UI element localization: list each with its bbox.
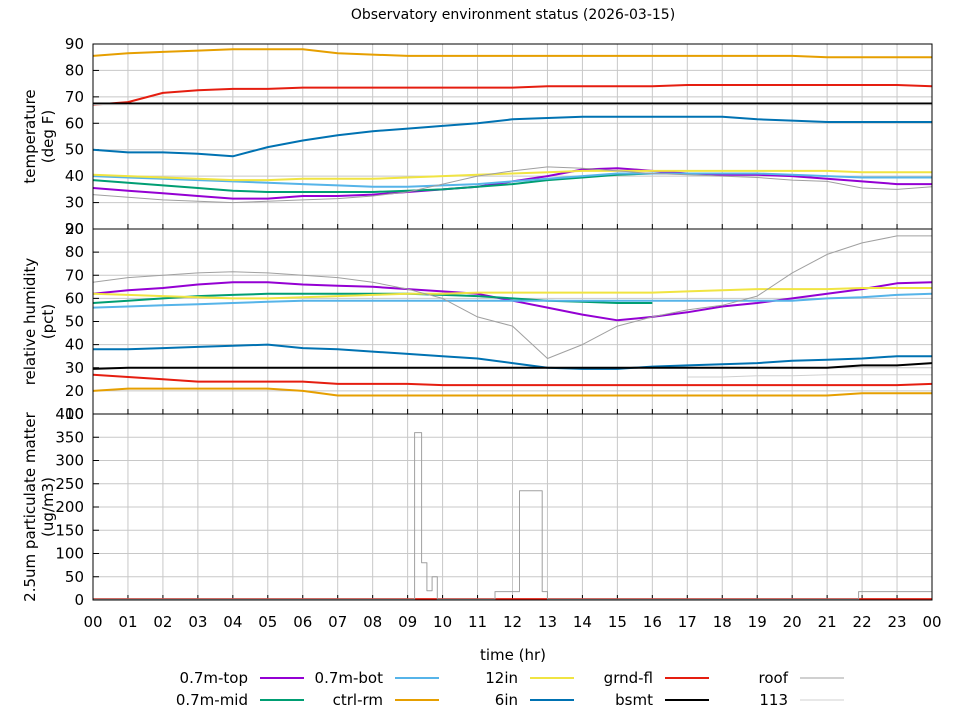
y-tick-label: 90: [65, 220, 84, 238]
x-tick-label: 05: [258, 613, 277, 631]
series-line-bsmt: [93, 362, 932, 370]
series-line-0.7m-mid: [93, 172, 653, 193]
x-tick-label: 07: [328, 613, 347, 631]
series-line-6in: [93, 115, 932, 158]
series-line-grnd-fl: [93, 373, 932, 387]
legend-label: 0.7m-mid: [176, 691, 248, 709]
series-line-113: [687, 374, 932, 378]
y-tick-label: 90: [65, 35, 84, 53]
legend-label: grnd-fl: [604, 669, 653, 687]
legend-label: 6in: [495, 691, 518, 709]
panel-0: 20 30 40 50 60 70 80 90 temperature (deg F): [21, 35, 933, 238]
y-axis-label: (ug/m3): [39, 477, 57, 537]
y-tick-label: 200: [55, 498, 84, 516]
x-tick-label: 22: [853, 613, 872, 631]
x-tick-label: 10: [433, 613, 452, 631]
y-axis-label: 2.5um particulate matter: [21, 411, 39, 601]
y-tick-label: 50: [65, 141, 84, 159]
panel-1: 10 20 30 40 50 60 70 80 90 relative humidity (pct): [21, 220, 933, 423]
legend-label: ctrl-rm: [333, 691, 383, 709]
y-tick-label: 40: [65, 336, 84, 354]
series-line-0.7m-bot: [93, 172, 932, 188]
y-axis-label: temperature: [21, 89, 39, 183]
legend-label: roof: [759, 669, 789, 687]
y-tick-label: 50: [65, 568, 84, 586]
legend-label: 0.7m-top: [180, 669, 248, 687]
y-tick-label: 50: [65, 313, 84, 331]
x-tick-label: 17: [678, 613, 697, 631]
x-tick-label: 04: [223, 613, 242, 631]
y-tick-label: 40: [65, 167, 84, 185]
series-line-6in: [93, 343, 932, 370]
y-tick-label: 30: [65, 359, 84, 377]
x-tick-label: 19: [748, 613, 767, 631]
x-tick-label: 18: [713, 613, 732, 631]
y-tick-label: 250: [55, 475, 84, 493]
x-tick-label: 12: [503, 613, 522, 631]
series-line-ctrl-rm: [93, 387, 932, 397]
y-tick-label: 80: [65, 243, 84, 261]
y-tick-label: 20: [65, 382, 84, 400]
x-tick-label: 21: [818, 613, 837, 631]
series-line-12in: [93, 169, 932, 182]
panel-frame: [92, 413, 933, 601]
y-tick-label: 10: [65, 405, 84, 423]
x-tick-label: 11: [468, 613, 487, 631]
series-group: [93, 48, 932, 204]
x-tick-label: 00: [922, 613, 941, 631]
series-line-0.7m-bot: [93, 292, 932, 309]
y-tick-label: 0: [74, 591, 84, 609]
y-tick-label: 400: [55, 405, 84, 423]
legend-label: bsmt: [615, 691, 653, 709]
x-tick-label: 03: [188, 613, 207, 631]
series-line-12in: [93, 287, 932, 300]
y-tick-label: 350: [55, 428, 84, 446]
series-group: [93, 235, 932, 397]
x-tick-label: 02: [153, 613, 172, 631]
y-tick-label: 70: [65, 88, 84, 106]
y-tick-label: 300: [55, 452, 84, 470]
y-axis-label: (deg F): [39, 110, 57, 163]
series-group: [93, 432, 932, 600]
series-line-grnd-fl: [93, 84, 932, 106]
series-line-roof: [93, 166, 932, 204]
x-tick-label: 08: [363, 613, 382, 631]
x-tick-label: 06: [293, 613, 312, 631]
panel-2: 0 50 100 150 200 250 300 350 400 2.5um particulat…: [21, 405, 933, 609]
x-tick-label: 14: [573, 613, 592, 631]
x-tick-label: 15: [608, 613, 627, 631]
x-tick-label: 16: [643, 613, 662, 631]
y-tick-label: 60: [65, 289, 84, 307]
y-axis-label: (pct): [39, 304, 57, 339]
x-tick-label: 01: [118, 613, 137, 631]
x-tick-label: 23: [887, 613, 906, 631]
x-tick-label: 00: [83, 613, 102, 631]
x-tick-label: 09: [398, 613, 417, 631]
y-axis-label: relative humidity: [21, 258, 39, 386]
y-tick-label: 20: [65, 220, 84, 238]
legend-label: 113: [759, 691, 788, 709]
y-tick-label: 60: [65, 114, 84, 132]
x-tick-label: 13: [538, 613, 557, 631]
y-tick-label: 80: [65, 61, 84, 79]
y-tick-label: 150: [55, 521, 84, 539]
series-line-ctrl-rm: [93, 48, 932, 59]
y-tick-label: 100: [55, 545, 84, 563]
x-tick-label: 20: [783, 613, 802, 631]
x-axis-label: time (hr): [480, 646, 546, 664]
y-tick-label: 30: [65, 194, 84, 212]
chart-title: Observatory environment status (2026-03-…: [351, 7, 675, 23]
legend-label: 0.7m-bot: [315, 669, 384, 687]
y-tick-label: 70: [65, 266, 84, 284]
legend-label: 12in: [485, 669, 518, 687]
series-line-roof: [93, 432, 932, 600]
series-line-roof: [93, 235, 932, 359]
